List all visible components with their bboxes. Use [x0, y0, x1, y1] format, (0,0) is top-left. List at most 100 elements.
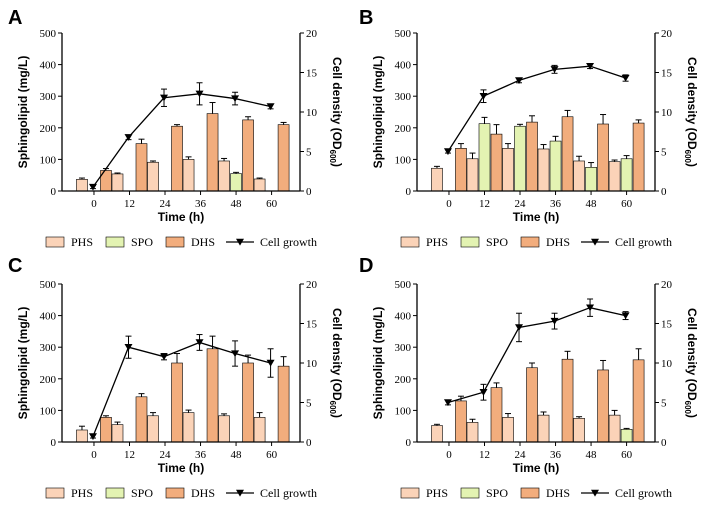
cell-growth-marker: [231, 95, 240, 103]
cell-growth-marker: [266, 103, 275, 111]
y-tick-label: 0: [406, 186, 412, 198]
bar-spo: [230, 173, 242, 192]
bar-dhs: [561, 358, 574, 443]
x-axis-title: Time (h): [158, 210, 204, 224]
y2-tick-label: 0: [306, 186, 312, 198]
y-tick-label: 400: [40, 60, 57, 72]
bar-spo: [478, 123, 491, 192]
panel-label: A: [8, 7, 22, 29]
bar-dhs: [561, 116, 574, 192]
y-tick-label: 500: [395, 279, 412, 291]
y2-tick-label: 15: [306, 68, 318, 80]
x-tick-label: 12: [124, 449, 135, 461]
cell-growth-line: [92, 341, 271, 437]
legend-triangle-marker: [591, 489, 599, 497]
y2-tick-label: 20: [661, 28, 673, 40]
x-tick-label: 60: [266, 198, 278, 210]
y-tick-label: 200: [40, 374, 57, 386]
y2-axis-title: Cell density (OD600): [683, 308, 699, 418]
y-tick-label: 300: [395, 342, 412, 354]
bar-spo: [549, 140, 562, 192]
cell-growth-marker: [621, 74, 630, 82]
y2-tick-label: 20: [306, 279, 318, 291]
y2-tick-label: 5: [661, 398, 667, 410]
x-axis-title: Time (h): [513, 210, 559, 224]
y-tick-label: 100: [40, 405, 57, 417]
legend-label: DHS: [546, 486, 570, 500]
legend-swatch-dhs: [165, 487, 185, 499]
legend-swatch-phs: [45, 236, 65, 248]
bar-dhs: [597, 123, 609, 192]
x-tick-label: 12: [479, 449, 490, 461]
y2-tick-label: 15: [661, 319, 673, 331]
cell-growth-marker: [231, 350, 240, 358]
cell-growth-marker: [550, 66, 559, 73]
cell-growth-marker: [195, 339, 204, 347]
bar-phs: [466, 422, 479, 443]
x-tick-label: 48: [231, 198, 243, 210]
legend-swatch-spo: [105, 236, 125, 248]
panel-label: B: [359, 7, 373, 29]
y-tick-label: 100: [40, 154, 57, 166]
x-tick-label: 0: [446, 449, 452, 461]
y-tick-label: 200: [40, 123, 57, 135]
cell-growth-marker: [479, 93, 488, 100]
y2-tick-label: 5: [306, 147, 312, 159]
legend-label: PHS: [71, 486, 93, 500]
cell-growth-marker: [88, 183, 97, 191]
bar-dhs: [632, 122, 645, 192]
legend-swatch-dhs: [165, 236, 185, 248]
cell-growth-marker: [160, 94, 169, 102]
y-axis-title: Sphingolipid (mg/L): [16, 307, 30, 420]
legend-label: SPO: [486, 486, 508, 500]
bar-phs: [502, 417, 514, 443]
bar-phs: [431, 167, 443, 192]
bar-dhs: [277, 365, 290, 443]
legend-label: DHS: [546, 235, 570, 249]
y2-tick-label: 0: [661, 437, 667, 449]
y-tick-label: 500: [40, 28, 57, 40]
y-tick-label: 0: [406, 437, 412, 449]
legend-label: Cell growth: [615, 486, 672, 500]
bar-phs: [502, 148, 514, 192]
cell-growth-marker: [515, 324, 524, 332]
y-axis-title: Sphingolipid (mg/L): [16, 56, 30, 169]
bar-dhs: [526, 121, 538, 192]
y2-tick-label: 10: [306, 358, 318, 370]
bar-dhs: [597, 369, 609, 443]
legend-triangle-marker: [591, 238, 599, 246]
legend-label: Cell growth: [260, 235, 317, 249]
x-tick-label: 0: [91, 198, 97, 210]
bar-dhs: [135, 396, 148, 443]
bar-phs: [573, 160, 585, 192]
x-tick-label: 48: [231, 449, 243, 461]
cell-growth-marker: [443, 148, 452, 156]
cell-growth-line: [447, 65, 626, 152]
bar-dhs: [100, 417, 112, 443]
bar-phs: [253, 417, 266, 443]
y-tick-label: 100: [395, 405, 412, 417]
y-tick-label: 300: [40, 342, 57, 354]
y-tick-label: 300: [395, 91, 412, 103]
bar-phs: [537, 148, 550, 192]
bar-phs: [608, 414, 621, 443]
bar-dhs: [490, 387, 503, 443]
bar-dhs: [526, 367, 538, 443]
y2-tick-label: 0: [306, 437, 312, 449]
x-tick-label: 0: [91, 449, 97, 461]
bar-phs: [537, 414, 550, 443]
legend-swatch-spo: [105, 487, 125, 499]
legend-swatch-spo: [460, 487, 480, 499]
bar-dhs: [277, 124, 290, 192]
bar-phs: [253, 178, 266, 192]
x-tick-label: 24: [160, 198, 172, 210]
y-tick-label: 300: [40, 91, 57, 103]
cell-growth-marker: [195, 90, 204, 98]
legend-triangle-marker: [236, 489, 244, 497]
bar-phs: [573, 417, 585, 443]
bar-spo: [620, 429, 633, 443]
cell-growth-marker: [160, 353, 169, 361]
legend-swatch-dhs: [520, 487, 540, 499]
